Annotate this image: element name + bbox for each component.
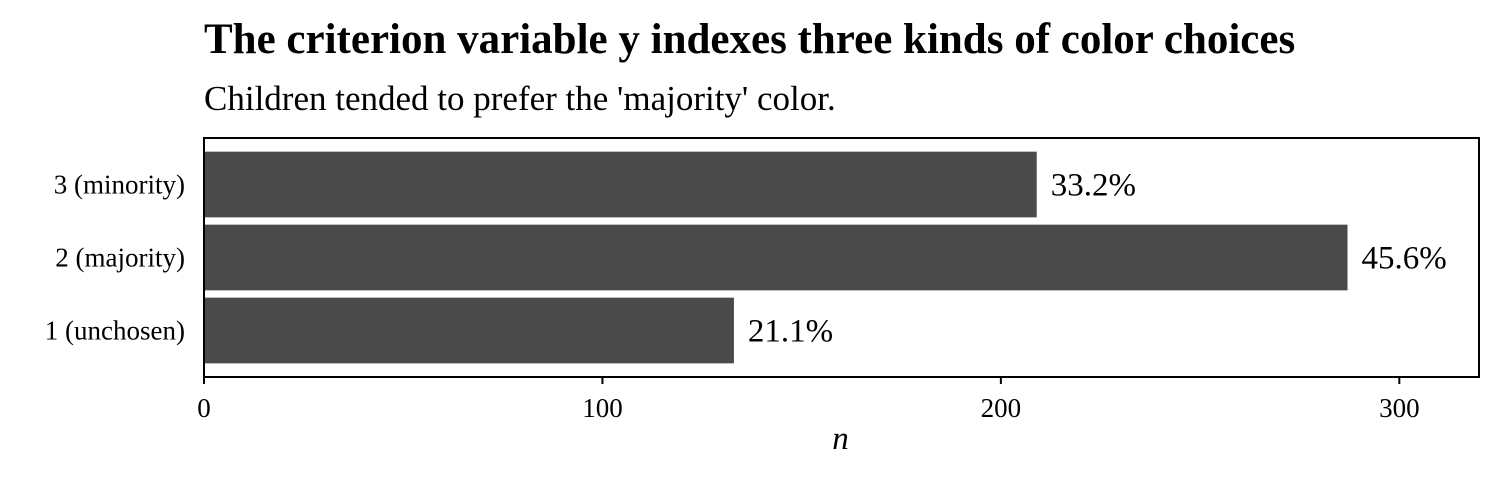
x-tick-label-300: 300 [1379,393,1420,423]
y-tick-label-1-unchosen: 1 (unchosen) [45,316,185,346]
chart-title: The criterion variable y indexes three k… [204,16,1295,63]
x-axis-ticks: 0 100 200 300 [197,377,1420,423]
bar-2-majority [204,224,1348,291]
bar-3-minority [204,151,1037,218]
bar-1-unchosen [204,297,734,364]
y-tick-label-2-majority: 2 (majority) [55,243,185,273]
x-tick-label-100: 100 [582,393,623,423]
x-tick-label-200: 200 [981,393,1022,423]
data-labels-layer: 21.1% 45.6% 33.2% [748,168,1447,350]
data-label-1-unchosen: 21.1% [748,314,833,350]
plot-frame [203,137,1480,378]
x-axis-label: n [832,421,849,457]
bars-layer [204,151,1348,364]
data-label-2-majority: 45.6% [1362,241,1447,277]
data-label-3-minority: 33.2% [1051,168,1136,204]
y-tick-label-3-minority: 3 (minority) [54,170,185,200]
x-tick-label-0: 0 [197,393,211,423]
y-axis-ticks: 1 (unchosen) 2 (majority) 3 (minority) [45,170,185,346]
chart-subtitle: Children tended to prefer the 'majority'… [204,79,836,118]
